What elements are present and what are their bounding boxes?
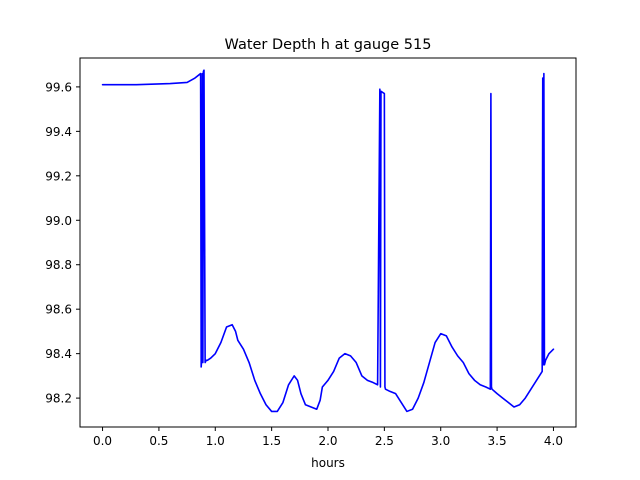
x-tick-label: 4.0 <box>544 434 563 448</box>
x-tick-label: 3.0 <box>431 434 450 448</box>
y-tick-label: 98.2 <box>45 392 72 406</box>
x-tick-label: 0.0 <box>93 434 112 448</box>
series-line-0 <box>101 69 555 413</box>
y-tick-label: 99.0 <box>45 214 72 228</box>
y-axis: 98.2 98.4 98.6 98.8 99.0 99.2 99.4 99.6 <box>45 80 80 406</box>
x-axis-label: hours <box>311 456 345 470</box>
y-tick-label: 99.2 <box>45 169 72 183</box>
x-tick-label: 1.0 <box>206 434 225 448</box>
y-tick-label: 98.4 <box>45 347 72 361</box>
y-tick-label: 98.8 <box>45 258 72 272</box>
x-axis: 0.0 0.5 1.0 1.5 2.0 2.5 3.0 3.5 4.0 <box>93 427 563 448</box>
y-tick-label: 99.4 <box>45 125 72 139</box>
plot-area <box>80 58 576 427</box>
x-tick-label: 3.5 <box>488 434 507 448</box>
y-tick-label: 98.6 <box>45 303 72 317</box>
plot-frame <box>79 57 577 428</box>
series-layer <box>101 69 555 413</box>
chart-title: Water Depth h at gauge 515 <box>225 37 432 53</box>
x-tick-label: 1.5 <box>262 434 281 448</box>
x-tick-label: 2.0 <box>318 434 337 448</box>
x-tick-label: 2.5 <box>375 434 394 448</box>
y-tick-label: 99.6 <box>45 80 72 94</box>
x-tick-label: 0.5 <box>149 434 168 448</box>
